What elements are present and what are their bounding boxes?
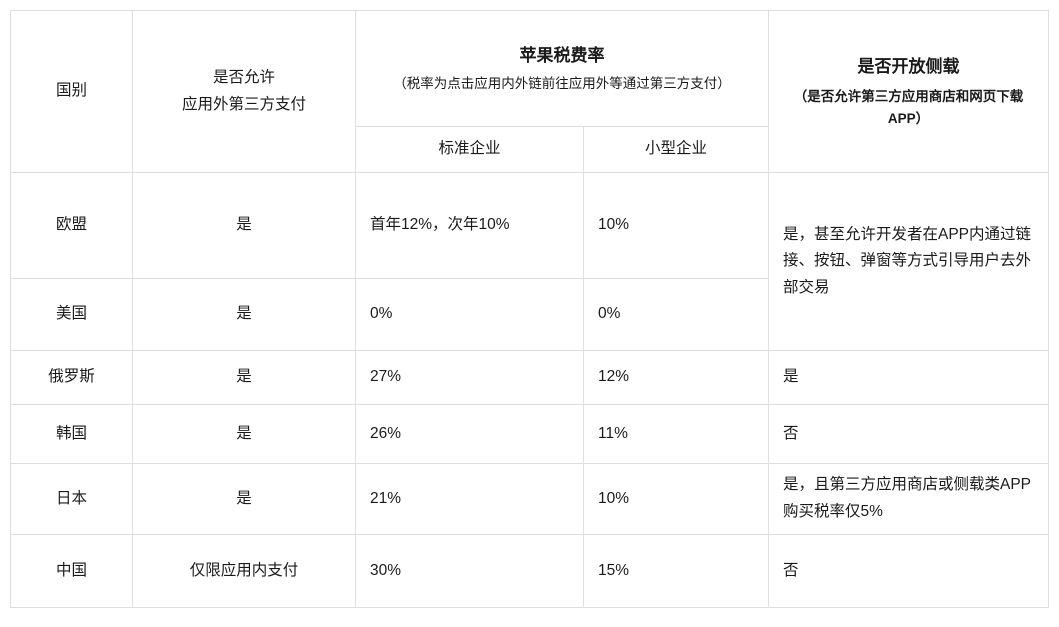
table-row: 美国 是 0% 0%	[10, 278, 1049, 351]
column-header-standard-enterprise: 标准企业	[355, 126, 584, 173]
cell-payment: 是	[132, 404, 356, 464]
cell-country: 欧盟	[10, 172, 133, 279]
cell-small-rate: 11%	[583, 404, 769, 464]
cell-small-rate: 15%	[583, 534, 769, 608]
table-row: 俄罗斯 是 27% 12% 是	[10, 350, 1049, 405]
table-row: 韩国 是 26% 11% 否	[10, 404, 1049, 464]
cell-small-rate: 12%	[583, 350, 769, 405]
cell-sideload: 否	[768, 404, 1049, 464]
cell-payment: 是	[132, 350, 356, 405]
sideload-title: 是否开放侧载	[857, 56, 960, 76]
third-party-payment-line1: 是否允许	[212, 68, 275, 86]
cell-sideload: 否	[768, 534, 1049, 608]
apple-tax-title: 苹果税费率	[519, 45, 605, 65]
apple-tax-note: （税率为点击应用内外链前往应用外等通过第三方支付）	[393, 76, 731, 92]
cell-standard-rate: 27%	[355, 350, 584, 405]
table-body: 欧盟 是 首年12%，次年10% 10% 是，甚至允许开发者在APP内通过链接、…	[10, 172, 1049, 608]
column-header-small-enterprise: 小型企业	[583, 126, 769, 173]
table-header: 国别 是否允许 应用外第三方支付 苹果税费率 （税率为点击应用内外链前往应用外等…	[10, 10, 1049, 173]
column-header-country: 国别	[10, 10, 133, 173]
cell-country: 美国	[10, 278, 133, 351]
cell-payment: 是	[132, 278, 356, 351]
cell-standard-rate: 0%	[355, 278, 584, 351]
cell-country: 韩国	[10, 404, 133, 464]
cell-small-rate: 0%	[583, 278, 769, 351]
table-row: 欧盟 是 首年12%，次年10% 10% 是，甚至允许开发者在APP内通过链接、…	[10, 172, 1049, 351]
column-header-sideloading: 是否开放侧载 （是否允许第三方应用商店和网页下载APP）	[768, 10, 1049, 173]
cell-payment: 是	[132, 172, 356, 279]
third-party-payment-line2: 应用外第三方支付	[181, 95, 306, 113]
country-comparison-table: 国别 是否允许 应用外第三方支付 苹果税费率 （税率为点击应用内外链前往应用外等…	[10, 10, 1049, 608]
column-header-apple-tax-rate: 苹果税费率 （税率为点击应用内外链前往应用外等通过第三方支付）	[355, 10, 769, 127]
cell-payment: 是	[132, 463, 356, 535]
cell-country: 中国	[10, 534, 133, 608]
table-row: 中国 仅限应用内支付 30% 15% 否	[10, 534, 1049, 608]
cell-sideload: 是，且第三方应用商店或侧载类APP购买税率仅5%	[768, 463, 1049, 535]
cell-small-rate: 10%	[583, 172, 769, 279]
header-row-secondary: 标准企业 小型企业	[11, 126, 1049, 173]
cell-country: 俄罗斯	[10, 350, 133, 405]
cell-country: 日本	[10, 463, 133, 535]
cell-standard-rate: 21%	[355, 463, 584, 535]
header-row-primary: 国别 是否允许 应用外第三方支付 苹果税费率 （税率为点击应用内外链前往应用外等…	[10, 10, 1049, 173]
cell-sideload: 是，甚至允许开发者在APP内通过链接、按钮、弹窗等方式引导用户去外部交易	[768, 172, 1049, 351]
cell-sideload: 是	[768, 350, 1049, 405]
cell-standard-rate: 30%	[355, 534, 584, 608]
table-row: 日本 是 21% 10% 是，且第三方应用商店或侧载类APP购买税率仅5%	[10, 463, 1049, 535]
cell-standard-rate: 26%	[355, 404, 584, 464]
cell-standard-rate: 首年12%，次年10%	[355, 172, 584, 279]
cell-small-rate: 10%	[583, 463, 769, 535]
sideload-note: （是否允许第三方应用商店和网页下载APP）	[793, 89, 1024, 126]
cell-payment: 仅限应用内支付	[132, 534, 356, 608]
column-header-third-party-payment: 是否允许 应用外第三方支付	[132, 10, 356, 173]
